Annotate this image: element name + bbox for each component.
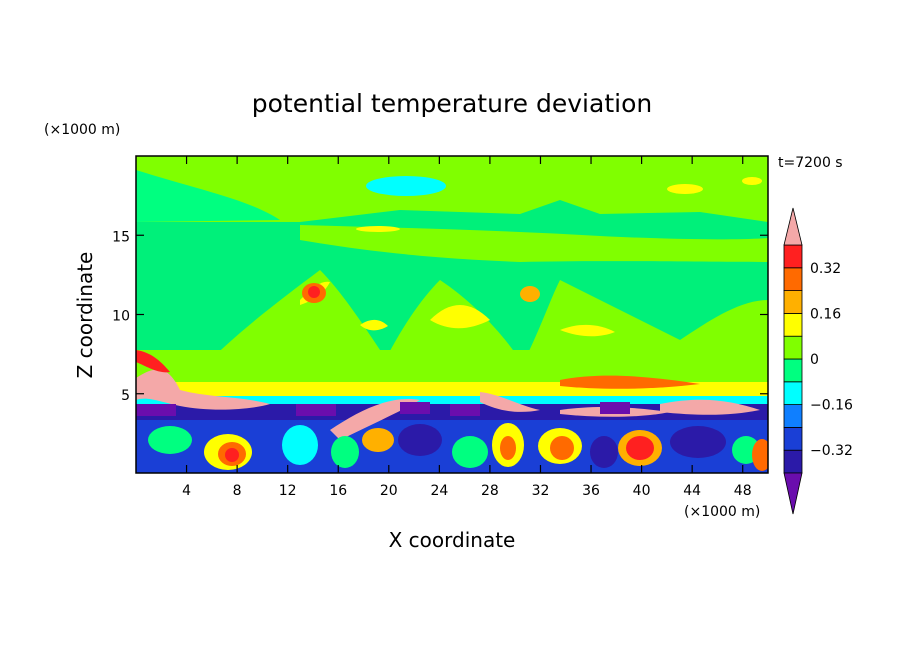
wave-warm-5 xyxy=(560,324,615,337)
colorbar-segment xyxy=(783,358,803,383)
x-axis-label: X coordinate xyxy=(389,528,516,552)
cold-bubble-top xyxy=(366,176,446,196)
lower-cold-layer xyxy=(136,396,768,404)
cell-5 xyxy=(362,428,394,452)
warm-filament-2 xyxy=(330,399,420,440)
cell-11-core xyxy=(626,436,654,460)
x-tick-label: 4 xyxy=(182,483,191,499)
lower-warm-layer xyxy=(136,350,768,382)
colorbar-segment xyxy=(783,267,803,291)
x-axis: 4 8 12 16 20 24 28 32 36 40 44 48 xyxy=(182,156,752,499)
y-tick-label: 10 xyxy=(112,309,130,325)
y-axis-label: Z coordinate xyxy=(73,252,97,379)
warm-streak-top xyxy=(356,226,400,232)
warm-edge-1 xyxy=(136,350,170,373)
colorbar-segment xyxy=(783,290,803,314)
plot-field xyxy=(136,156,768,473)
cold-pocket-3 xyxy=(400,402,430,414)
x-tick-label: 40 xyxy=(633,483,651,499)
warm-filament-5 xyxy=(660,399,760,415)
cell-1 xyxy=(148,426,192,454)
cell-7 xyxy=(452,436,488,468)
wave-plume-3 xyxy=(520,280,768,370)
cell-6 xyxy=(398,424,442,456)
colorbar-tick-label: 0.16 xyxy=(810,306,841,322)
upper-warm-band xyxy=(136,156,768,222)
cell-12 xyxy=(670,426,726,458)
colorbar-segment xyxy=(783,244,803,269)
cell-3 xyxy=(282,425,318,465)
y-tick-label: 5 xyxy=(121,388,130,404)
warm-spot-top-2 xyxy=(742,177,762,185)
x-tick-label: 20 xyxy=(380,483,398,499)
wave-warm-4 xyxy=(360,319,388,331)
upper-neutral-patch xyxy=(136,170,280,222)
colorbar-segment xyxy=(783,312,803,337)
warm-filament-3 xyxy=(480,392,540,412)
chart-title: potential temperature deviation xyxy=(252,89,652,118)
time-label: t=7200 s xyxy=(778,155,843,171)
wave-warm-center xyxy=(308,286,320,298)
cold-pocket-4 xyxy=(450,404,480,416)
warm-edge-2 xyxy=(560,375,700,389)
colorbar-top-arrow xyxy=(783,207,803,246)
cell-2-center xyxy=(225,448,239,462)
y-axis: 5 10 15 xyxy=(112,229,768,404)
mid-warm-band xyxy=(300,225,768,262)
colorbar-segment xyxy=(783,335,803,360)
x-tick-label: 24 xyxy=(430,483,448,499)
colorbar-bottom-arrow xyxy=(783,472,803,515)
colorbar-tick-label: −0.32 xyxy=(810,443,853,459)
x-tick-label: 28 xyxy=(481,483,499,499)
colorbar-tick-label: 0.32 xyxy=(810,261,841,277)
y-tick-label: 15 xyxy=(112,229,130,245)
cell-8-core xyxy=(500,436,516,460)
wave-warm-3 xyxy=(520,286,540,302)
cell-9-core xyxy=(550,436,574,460)
cell-10 xyxy=(590,436,618,468)
colorbar-segment xyxy=(783,449,803,474)
cold-pocket-2 xyxy=(296,404,336,416)
colorbar-segment xyxy=(783,404,803,428)
warm-filament-1 xyxy=(136,369,270,410)
x-tick-label: 48 xyxy=(734,483,752,499)
wave-plume-1 xyxy=(200,270,380,370)
cold-pocket-1 xyxy=(136,404,176,416)
colorbar-tick-label: 0 xyxy=(810,352,819,368)
colorbar: −0.32 −0.16 0 0.16 0.32 xyxy=(783,207,853,515)
colorbar-segment xyxy=(783,381,803,405)
x-tick-label: 36 xyxy=(582,483,600,499)
cold-pocket-5 xyxy=(600,402,630,414)
x-tick-label: 12 xyxy=(279,483,297,499)
colorbar-segment xyxy=(783,426,803,451)
wave-warm-2 xyxy=(430,305,490,329)
x-tick-label: 32 xyxy=(532,483,550,499)
x-tick-label: 8 xyxy=(233,483,242,499)
colorbar-tick-label: −0.16 xyxy=(810,398,853,414)
x-unit-label: (×1000 m) xyxy=(684,504,760,520)
warm-spot-top-1 xyxy=(667,184,703,194)
x-tick-label: 16 xyxy=(329,483,347,499)
cell-14 xyxy=(752,439,768,471)
cell-4 xyxy=(331,436,359,468)
y-unit-label: (×1000 m) xyxy=(44,122,120,138)
x-tick-label: 44 xyxy=(683,483,701,499)
